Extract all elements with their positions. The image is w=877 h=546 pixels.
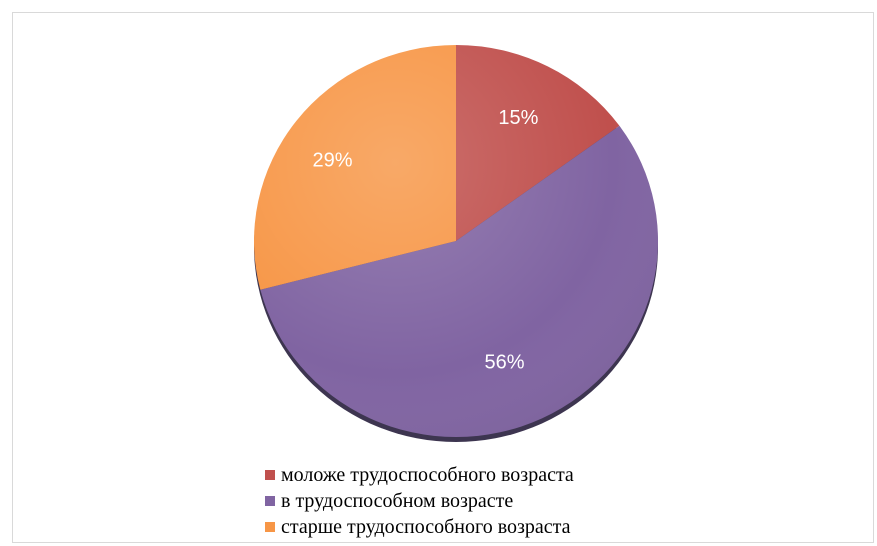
slice-label-younger: 15% bbox=[498, 107, 538, 129]
legend-item-working: в трудоспособном возрасте bbox=[265, 488, 574, 514]
legend: моложе трудоспособного возраста в трудос… bbox=[265, 462, 574, 540]
slice-label-working: 56% bbox=[484, 352, 524, 374]
legend-swatch-working bbox=[265, 496, 275, 506]
legend-swatch-younger bbox=[265, 470, 275, 480]
legend-label-younger: моложе трудоспособного возраста bbox=[281, 463, 574, 486]
slice-label-older: 29% bbox=[312, 149, 352, 171]
legend-item-younger: моложе трудоспособного возраста bbox=[265, 462, 574, 488]
legend-swatch-older bbox=[265, 522, 275, 532]
legend-item-older: старше трудоспособного возраста bbox=[265, 514, 574, 540]
legend-label-older: старше трудоспособного возраста bbox=[281, 515, 571, 538]
legend-label-working: в трудоспособном возрасте bbox=[281, 489, 514, 512]
